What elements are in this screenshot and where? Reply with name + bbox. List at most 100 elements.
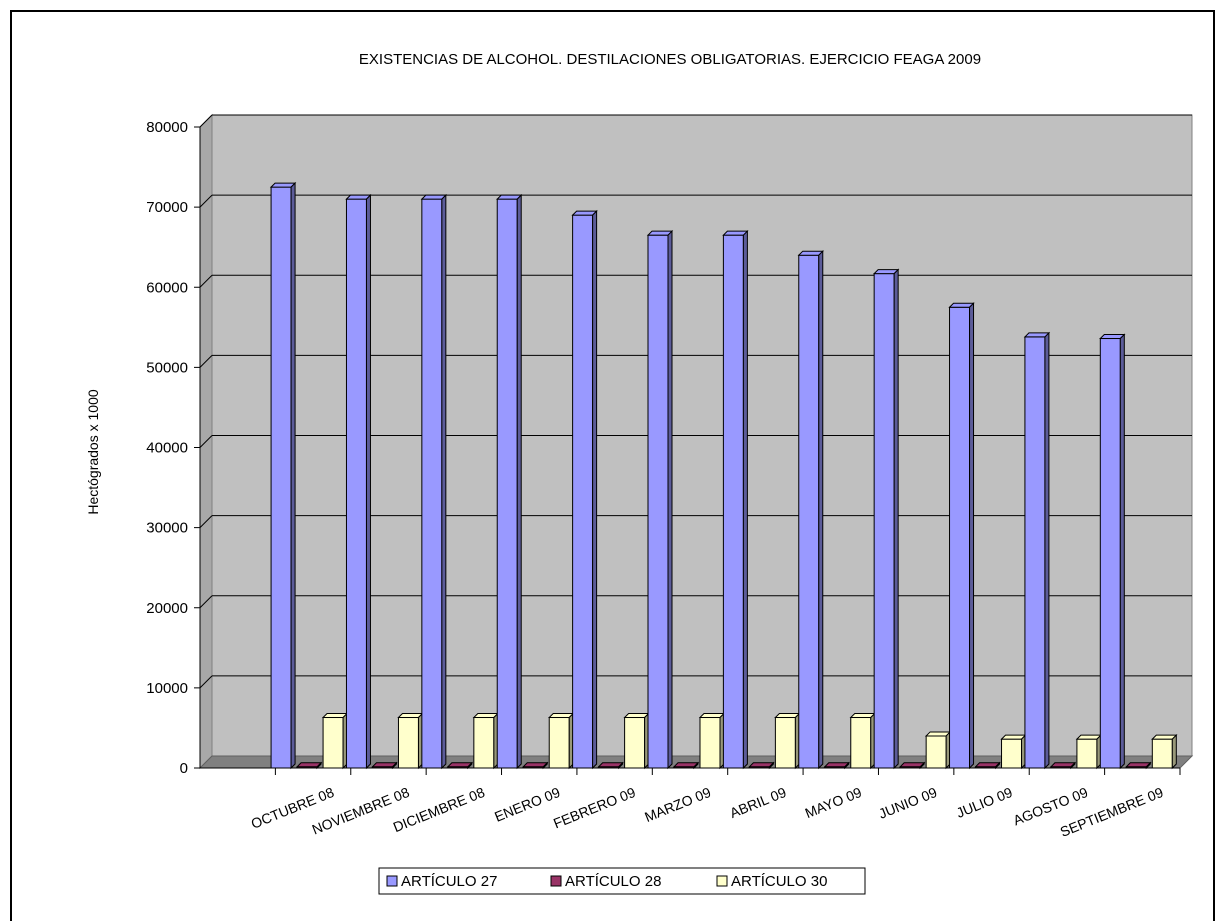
bar-2-1 <box>295 761 323 770</box>
bar-3-1 <box>321 712 349 770</box>
bar-side <box>995 761 1001 770</box>
bar-side <box>542 761 548 770</box>
bar-3-4 <box>548 712 575 770</box>
bar-1-7 <box>722 229 749 770</box>
bar-side <box>667 229 673 770</box>
bar-1-10 <box>948 302 975 770</box>
bar-side <box>592 209 598 770</box>
chart-frame: EXISTENCIAS DE ALCOHOL. DESTILACIONES OB… <box>10 10 1215 921</box>
x-tick-label: FEBRERO 09 <box>551 784 638 832</box>
bar-1-6 <box>646 229 674 770</box>
legend-swatch <box>386 875 398 887</box>
bar-side <box>316 761 322 770</box>
bar-side <box>365 193 371 770</box>
y-tick-label: 20000 <box>146 600 188 617</box>
bar-1-5 <box>571 209 598 770</box>
bar-3-8 <box>849 712 876 770</box>
bar-front <box>624 717 646 769</box>
x-tick-label: MARZO 09 <box>642 784 713 825</box>
bar-front <box>1001 738 1023 769</box>
x-tick-label: JUNIO 09 <box>876 784 939 822</box>
bar-front <box>850 717 872 769</box>
bar-chart: EXISTENCIAS DE ALCOHOL. DESTILACIONES OB… <box>85 51 1194 895</box>
y-tick-label: 50000 <box>146 359 188 376</box>
bar-3-6 <box>698 712 726 770</box>
bar-3-3 <box>472 712 500 770</box>
bar-front <box>548 717 570 769</box>
bar-2-10 <box>974 761 1001 770</box>
legend-label: ARTÍCULO 28 <box>565 873 661 890</box>
legend: ARTÍCULO 27 ARTÍCULO 28 ARTÍCULO 30 <box>378 867 866 895</box>
bar-1-3 <box>420 193 448 770</box>
bar-front <box>322 717 344 769</box>
bar-front <box>949 306 971 769</box>
gridline-side <box>199 515 213 528</box>
plot-area: 0 10000 20000 30000 40000 50000 60000 70000 8000… <box>146 113 1194 840</box>
bar-1-1 <box>269 181 297 770</box>
y-tick-label: 30000 <box>146 520 188 537</box>
y-tick-label: 10000 <box>146 680 188 697</box>
gridline-side <box>199 595 213 609</box>
legend-swatch <box>716 875 728 887</box>
chart-title: EXISTENCIAS DE ALCOHOL. DESTILACIONES OB… <box>359 51 981 68</box>
bar-side <box>1044 331 1050 770</box>
legend-swatch <box>550 875 562 887</box>
x-tick-label: ABRIL 09 <box>727 784 788 821</box>
bar-2-2 <box>371 761 398 770</box>
bar-3-9 <box>924 730 952 770</box>
bar-1-11 <box>1023 331 1051 770</box>
bar-front <box>722 234 744 769</box>
bar-side <box>742 229 748 770</box>
bar-2-4 <box>522 761 549 770</box>
bar-front <box>421 198 443 769</box>
bar-side <box>290 181 296 770</box>
bar-1-9 <box>872 268 900 770</box>
y-tick-label: 0 <box>180 760 188 777</box>
bar-front <box>1099 338 1121 769</box>
y-tick-label: 60000 <box>146 279 188 296</box>
gridline-side <box>199 114 213 128</box>
gridline-side <box>199 274 213 288</box>
bar-front <box>873 273 895 769</box>
bar-front <box>473 717 495 769</box>
bar-front <box>572 214 594 769</box>
bar-3-7 <box>774 712 801 770</box>
bar-1-2 <box>345 193 372 770</box>
bar-side <box>919 761 925 770</box>
bar-side <box>768 761 774 770</box>
bar-side <box>441 193 447 770</box>
bar-3-2 <box>397 712 424 770</box>
bar-side <box>818 249 824 770</box>
x-tick-label: MAYO 09 <box>803 784 864 821</box>
bar-2-5 <box>597 761 624 770</box>
bar-3-5 <box>623 712 650 770</box>
bar-front <box>1024 336 1046 769</box>
gridline-side <box>199 675 213 689</box>
y-tick-label: 80000 <box>146 119 188 136</box>
bar-front <box>270 186 292 769</box>
bar-2-8 <box>823 761 850 770</box>
legend-label: ARTÍCULO 27 <box>401 873 497 890</box>
gridline-side <box>199 194 213 208</box>
bar-3-10 <box>1000 733 1027 770</box>
x-tick-label: JULIO 09 <box>954 784 1015 821</box>
bar-front <box>1151 738 1173 769</box>
bar-side <box>1171 733 1177 770</box>
bar-front <box>699 717 721 769</box>
bar-2-11 <box>1049 761 1077 770</box>
bar-2-7 <box>748 761 775 770</box>
bar-2-9 <box>898 761 926 770</box>
bar-3-12 <box>1151 733 1178 770</box>
y-axis-label: Hectógrados x 1000 <box>85 389 101 515</box>
bar-front <box>397 717 419 769</box>
bar-side <box>1070 761 1076 770</box>
bar-1-8 <box>797 249 824 770</box>
legend-label: ARTÍCULO 30 <box>731 873 827 890</box>
gridline-side <box>199 435 213 448</box>
gridline-side <box>199 355 213 368</box>
bar-side <box>467 761 473 770</box>
y-tick-label: 70000 <box>146 199 188 216</box>
bar-front <box>647 234 669 769</box>
bar-side <box>693 761 699 770</box>
bar-front <box>774 717 796 769</box>
